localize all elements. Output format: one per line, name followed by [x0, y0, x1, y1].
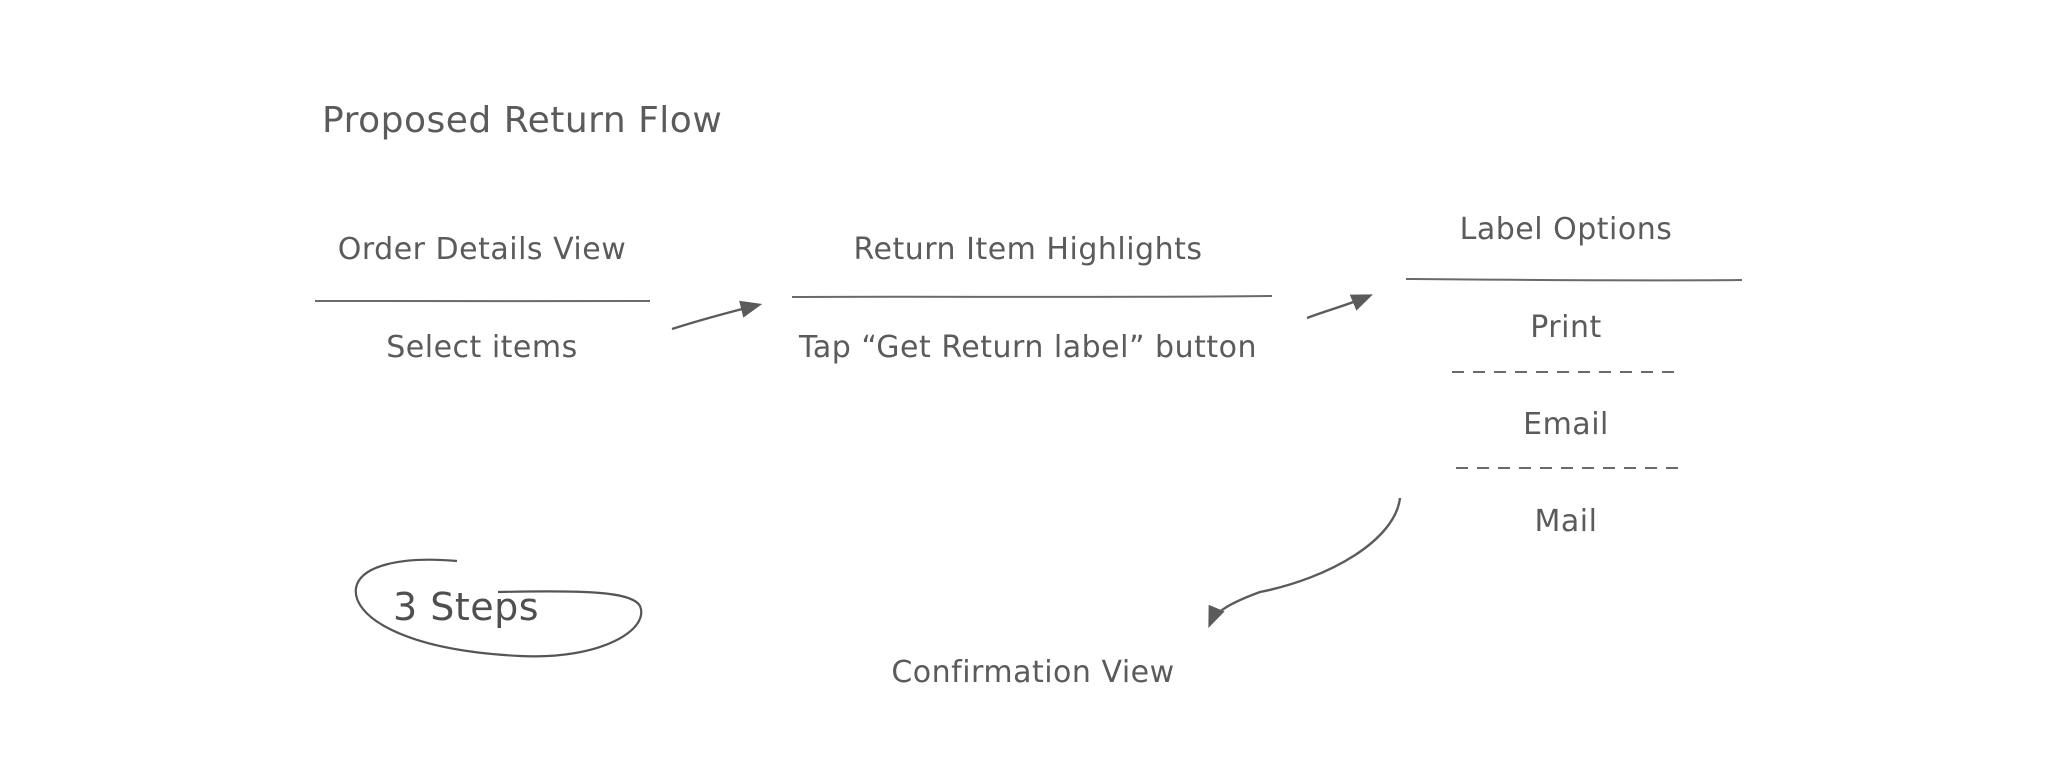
divider-order-details — [314, 299, 651, 303]
label-option-mail: Mail — [1534, 504, 1598, 539]
divider-return-item-highlights — [791, 295, 1273, 298]
step-action-get-return-label: Tap “Get Return label” button — [799, 330, 1257, 365]
steps-callout-loop — [354, 558, 643, 658]
step-heading-label-options: Label Options — [1459, 212, 1673, 247]
arrow-step2-to-step3 — [1306, 294, 1373, 320]
label-option-email: Email — [1523, 407, 1609, 442]
diagram-title: Proposed Return Flow — [322, 100, 723, 141]
label-option-print: Print — [1530, 310, 1602, 345]
divider-label-options — [1405, 278, 1743, 282]
step-heading-return-item-highlights: Return Item Highlights — [853, 232, 1203, 267]
arrow-options-to-confirmation — [1208, 497, 1402, 628]
final-step-confirmation-view: Confirmation View — [891, 655, 1175, 690]
arrow-step1-to-step2 — [671, 300, 763, 331]
steps-callout: 3 Steps — [393, 585, 540, 629]
step-heading-order-details: Order Details View — [337, 232, 627, 267]
step-action-select-items: Select items — [386, 330, 578, 365]
